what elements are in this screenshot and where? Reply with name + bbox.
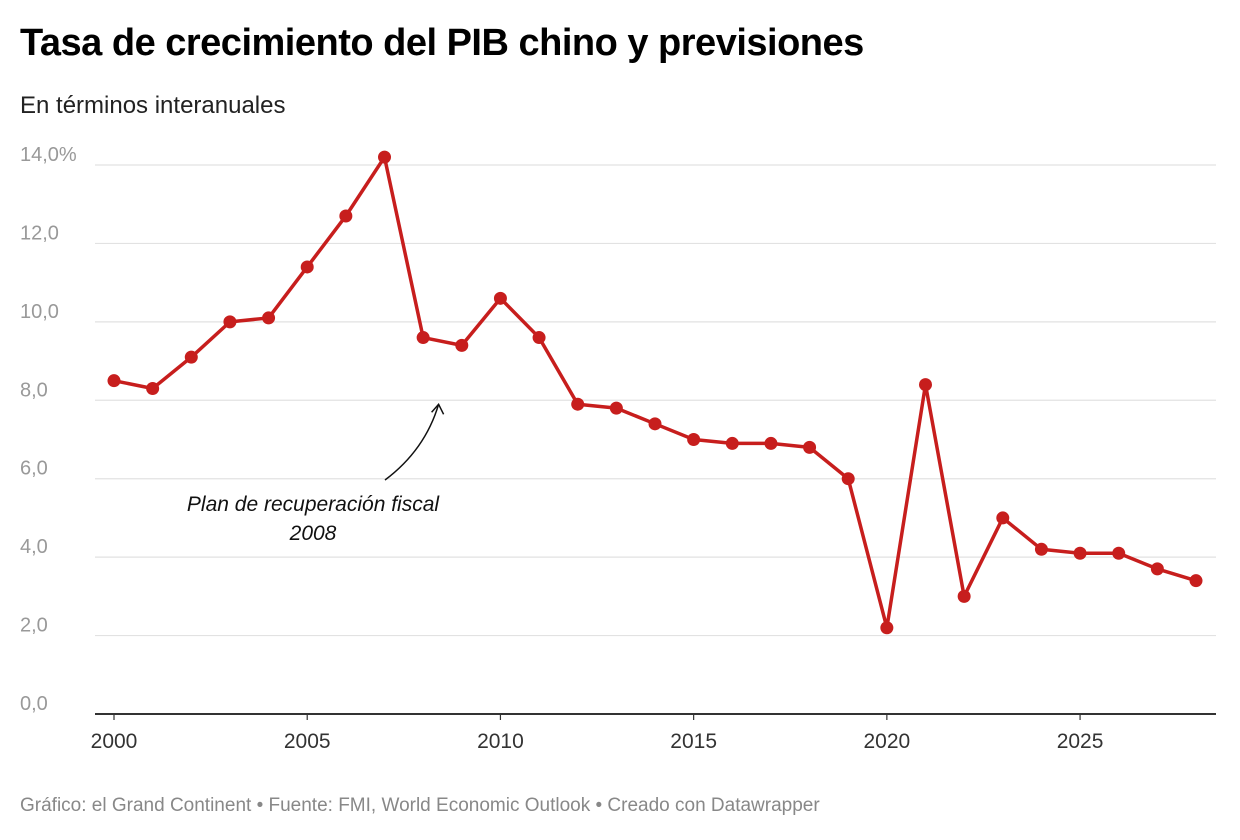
- data-point: [107, 374, 121, 388]
- data-point: [571, 397, 585, 411]
- annotation-arrow: [384, 404, 440, 481]
- annotation-text: Plan de recuperación fiscal: [187, 493, 440, 516]
- data-point: [880, 621, 894, 635]
- data-point: [339, 209, 353, 223]
- data-point: [764, 436, 778, 450]
- x-tick-label: 2015: [670, 730, 717, 753]
- x-tick-label: 2020: [863, 730, 910, 753]
- x-tick-label: 2005: [284, 730, 331, 753]
- data-point: [648, 417, 662, 431]
- x-tick-label: 2010: [477, 730, 524, 753]
- data-point: [803, 440, 817, 454]
- y-tick-label: 6,0: [20, 458, 48, 480]
- chart-footer: Gráfico: el Grand Continent • Fuente: FM…: [20, 795, 820, 816]
- data-point: [957, 589, 971, 603]
- data-point: [841, 472, 855, 486]
- data-point: [609, 401, 623, 415]
- data-point: [1112, 546, 1126, 560]
- data-point: [184, 350, 198, 364]
- data-point: [687, 433, 701, 446]
- data-point: [493, 291, 507, 305]
- data-point: [300, 260, 314, 274]
- chart-subtitle: En términos interanuales: [20, 92, 286, 119]
- y-tick-label: 14,0%: [20, 144, 77, 166]
- data-point: [1189, 574, 1203, 588]
- data-point: [532, 331, 546, 345]
- y-tick-label: 2,0: [20, 615, 48, 637]
- data-point: [1150, 562, 1164, 576]
- data-point: [996, 511, 1010, 525]
- arrowhead-icon: [431, 402, 445, 415]
- data-point: [146, 382, 160, 396]
- annotation-text: 2008: [289, 522, 337, 545]
- data-point: [455, 338, 469, 352]
- y-tick-label: 4,0: [20, 536, 48, 558]
- data-point: [416, 331, 430, 345]
- data-point: [1034, 542, 1048, 556]
- x-tick-label: 2025: [1057, 730, 1104, 753]
- y-tick-label: 0,0: [20, 693, 48, 715]
- data-point: [725, 436, 739, 450]
- y-tick-label: 8,0: [20, 379, 48, 401]
- data-point: [1073, 546, 1087, 560]
- data-point: [919, 378, 932, 392]
- x-tick-label: 2000: [91, 730, 138, 753]
- data-point: [262, 311, 276, 325]
- chart-title: Tasa de crecimiento del PIB chino y prev…: [20, 22, 864, 64]
- data-point: [223, 315, 237, 329]
- y-tick-label: 12,0: [20, 222, 59, 244]
- data-point: [378, 150, 391, 164]
- y-tick-label: 10,0: [20, 301, 59, 323]
